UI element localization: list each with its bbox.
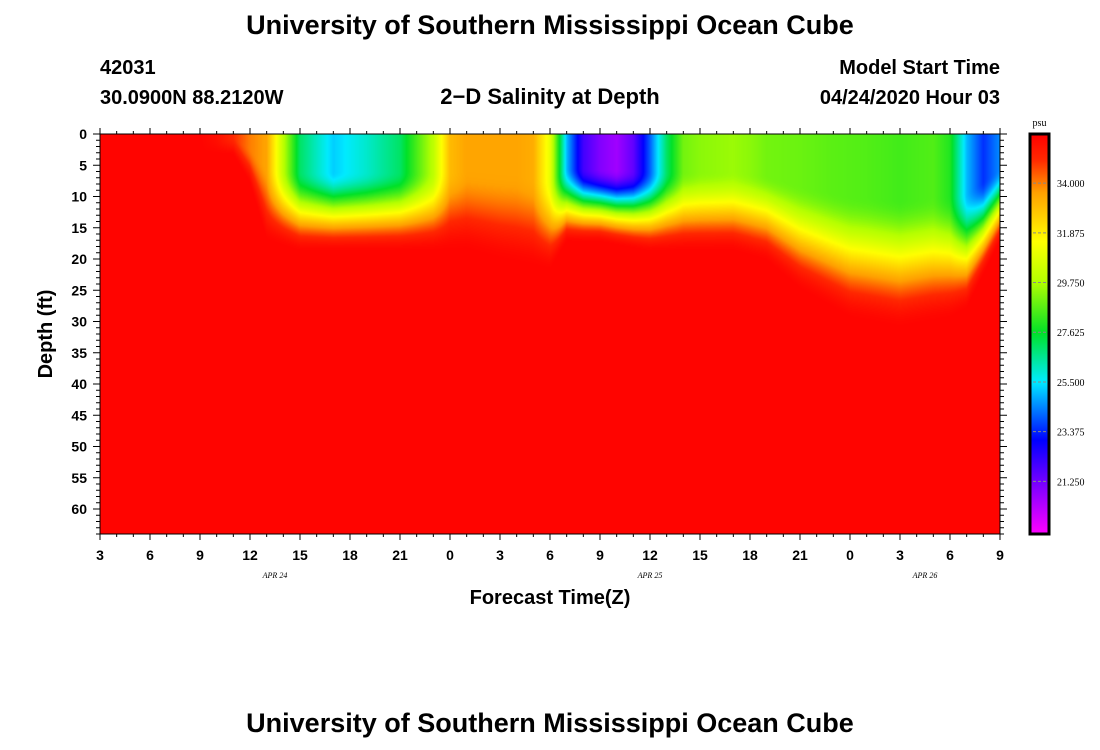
colorbar-tick-label: 21.250 bbox=[1057, 477, 1085, 488]
y-tick-label: 50 bbox=[71, 439, 87, 455]
chart-subtitle: 2−D Salinity at Depth bbox=[440, 84, 660, 109]
x-tick-label: 21 bbox=[392, 547, 408, 563]
y-tick-label: 10 bbox=[71, 189, 87, 205]
x-tick-label: 3 bbox=[96, 547, 104, 563]
colorbar-tick-label: 25.500 bbox=[1057, 378, 1085, 389]
date-label: APR 24 bbox=[262, 571, 288, 580]
y-tick-label: 55 bbox=[71, 470, 87, 486]
y-tick-label: 30 bbox=[71, 314, 87, 330]
station-id: 42031 bbox=[100, 57, 156, 79]
y-tick-label: 20 bbox=[71, 251, 87, 267]
model-start-time: 04/24/2020 Hour 03 bbox=[819, 87, 1000, 109]
y-tick-label: 40 bbox=[71, 376, 87, 392]
x-tick-label: 12 bbox=[642, 547, 658, 563]
y-tick-label: 45 bbox=[71, 407, 87, 423]
x-tick-label: 12 bbox=[242, 547, 258, 563]
x-tick-label: 15 bbox=[292, 547, 308, 563]
y-axis-title: Depth (ft) bbox=[35, 290, 57, 379]
colorbar-tick-label: 31.875 bbox=[1057, 229, 1085, 240]
plot-frame bbox=[99, 133, 1001, 535]
y-tick-label: 0 bbox=[79, 126, 87, 142]
date-label: APR 25 bbox=[637, 571, 663, 580]
colorbar-tick-label: 27.625 bbox=[1057, 328, 1085, 339]
colorbar-tick-label: 29.750 bbox=[1057, 279, 1085, 290]
colorbar-frame bbox=[1028, 132, 1051, 536]
x-tick-label: 0 bbox=[846, 547, 854, 563]
y-tick-label: 35 bbox=[71, 345, 87, 361]
date-label: APR 26 bbox=[912, 571, 938, 580]
x-tick-label: 6 bbox=[946, 547, 954, 563]
x-tick-label: 0 bbox=[446, 547, 454, 563]
chart-title: University of Southern Mississippi Ocean… bbox=[246, 10, 854, 40]
x-tick-label: 9 bbox=[996, 547, 1004, 563]
model-start-label: Model Start Time bbox=[839, 57, 1000, 79]
station-coordinates: 30.0900N 88.2120W bbox=[100, 87, 284, 109]
x-tick-label: 6 bbox=[546, 547, 554, 563]
colorbar-tick-label: 23.375 bbox=[1057, 428, 1085, 439]
y-tick-label: 5 bbox=[79, 157, 87, 173]
x-tick-label: 9 bbox=[196, 547, 204, 563]
x-tick-label: 15 bbox=[692, 547, 708, 563]
y-tick-label: 60 bbox=[71, 501, 87, 517]
x-tick-label: 9 bbox=[596, 547, 604, 563]
x-axis-title: Forecast Time(Z) bbox=[470, 587, 631, 609]
salinity-heatmap bbox=[100, 134, 1000, 534]
colorbar-tick-label: 34.000 bbox=[1057, 179, 1085, 190]
x-tick-label: 21 bbox=[792, 547, 808, 563]
x-tick-label: 3 bbox=[896, 547, 904, 563]
colorbar bbox=[1030, 134, 1049, 534]
x-tick-label: 18 bbox=[342, 547, 358, 563]
x-tick-label: 3 bbox=[496, 547, 504, 563]
y-tick-label: 15 bbox=[71, 220, 87, 236]
x-tick-label: 18 bbox=[742, 547, 758, 563]
y-tick-label: 25 bbox=[71, 282, 87, 298]
colorbar-unit: psu bbox=[1033, 118, 1047, 129]
x-tick-label: 6 bbox=[146, 547, 154, 563]
footer-title: University of Southern Mississippi Ocean… bbox=[246, 708, 854, 738]
